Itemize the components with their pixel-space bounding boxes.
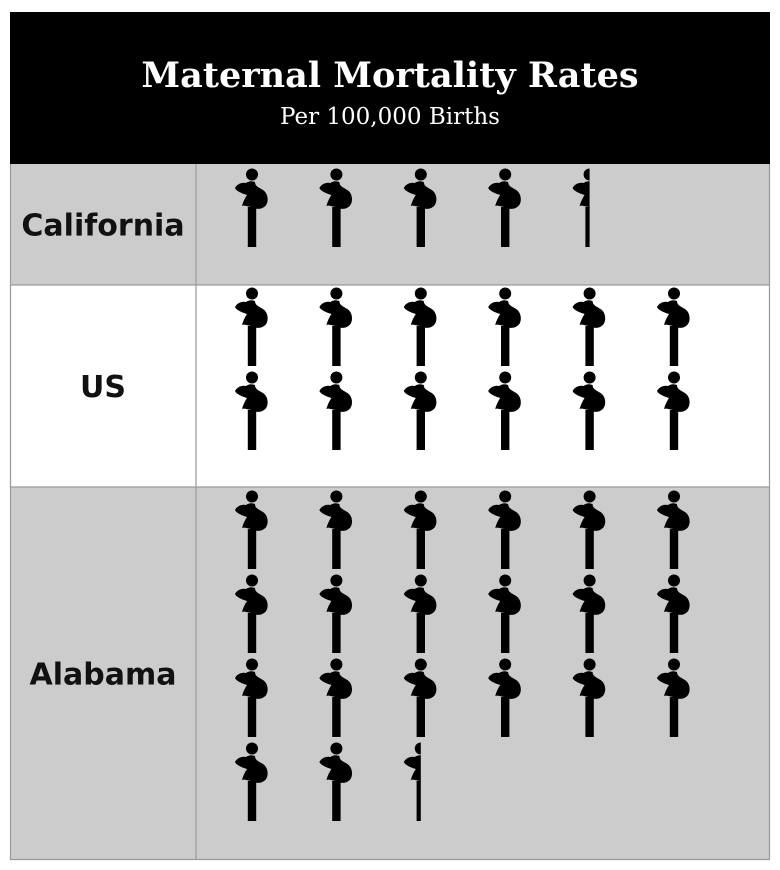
pregnant-woman-icon	[488, 574, 521, 653]
pregnant-woman-icon	[657, 371, 690, 450]
pregnant-woman-icon	[488, 287, 521, 366]
pregnant-woman-icon	[235, 574, 268, 653]
pregnant-woman-icon	[488, 371, 521, 450]
pregnant-woman-icon	[319, 371, 353, 450]
row-bg-alabama	[10, 487, 770, 860]
pregnant-woman-icon	[572, 490, 606, 569]
pregnant-woman-icon	[657, 490, 690, 569]
pregnant-woman-icon	[403, 658, 437, 737]
pregnant-woman-icon	[319, 742, 353, 821]
pregnant-woman-icon	[488, 658, 521, 737]
pregnant-woman-icon	[488, 168, 521, 247]
pregnant-woman-icon	[572, 658, 606, 737]
pregnant-woman-icon	[235, 742, 268, 821]
pregnant-woman-icon	[319, 490, 353, 569]
row-label-california: California	[21, 209, 184, 244]
pregnant-woman-icon	[235, 287, 268, 366]
pregnant-woman-icon	[319, 658, 353, 737]
pregnant-woman-icon	[235, 490, 268, 569]
pregnant-woman-icon	[488, 490, 521, 569]
chart-header	[10, 12, 770, 164]
pregnant-woman-icon	[403, 168, 437, 247]
pregnant-woman-icon	[572, 371, 606, 450]
pregnant-woman-icon	[572, 574, 606, 653]
row-label-us: US	[80, 370, 126, 405]
pregnant-woman-icon	[235, 168, 268, 247]
row-label-alabama: Alabama	[30, 658, 177, 693]
pregnant-woman-icon	[403, 574, 437, 653]
pregnant-woman-icon-half	[403, 742, 421, 821]
chart-subtitle: Per 100,000 Births	[280, 104, 500, 130]
pregnant-woman-icon	[319, 574, 353, 653]
pregnant-woman-icon	[319, 168, 353, 247]
row-bg-us	[10, 285, 770, 487]
pregnant-woman-icon	[403, 287, 437, 366]
pregnant-woman-icon	[657, 287, 690, 366]
row-bg-california	[10, 164, 770, 285]
pregnant-woman-icon	[319, 287, 353, 366]
pregnant-woman-icon	[572, 287, 606, 366]
pregnant-woman-icon	[235, 658, 268, 737]
pregnant-woman-icon	[403, 490, 437, 569]
pregnant-woman-icon	[235, 371, 268, 450]
pregnant-woman-icon	[403, 371, 437, 450]
chart-title: Maternal Mortality Rates	[141, 55, 638, 96]
pregnant-woman-icon-half	[572, 168, 590, 247]
pregnant-woman-icon	[657, 658, 690, 737]
pregnant-woman-icon	[657, 574, 690, 653]
